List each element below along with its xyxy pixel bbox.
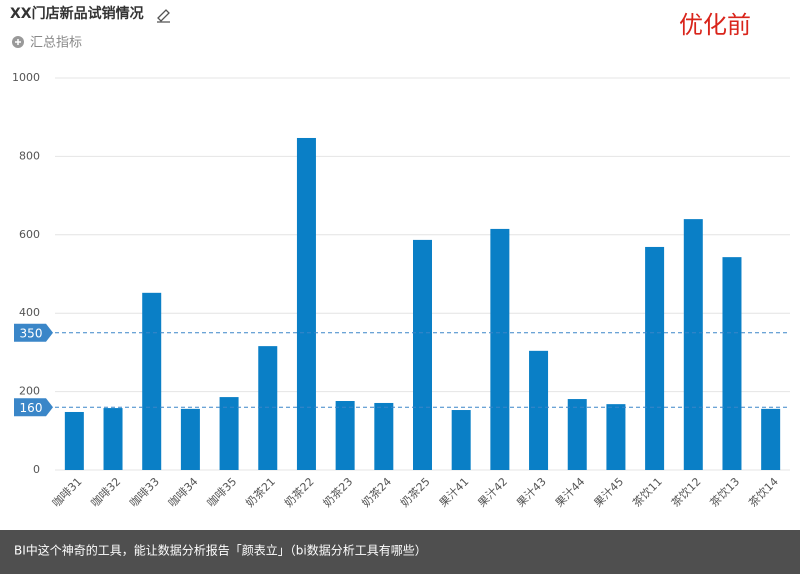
bar: [606, 404, 626, 470]
bar: [490, 228, 510, 470]
bar: [761, 408, 781, 470]
bar: [529, 350, 549, 470]
y-tick-label: 0: [33, 463, 40, 476]
bar: [413, 239, 432, 470]
y-tick-label: 600: [19, 228, 40, 241]
chart-title: XX门店新品试销情况: [10, 5, 144, 22]
bar: [296, 137, 316, 470]
bar: [722, 257, 742, 470]
badge: 优化前: [679, 11, 751, 39]
bar: [103, 408, 123, 470]
caption-band: [0, 530, 800, 574]
reference-label-box: [14, 323, 53, 342]
caption: BI中这个神奇的工具，能让数据分析报告「颜表立」（bi数据分析工具有哪些）: [14, 543, 427, 558]
bar: [451, 410, 471, 470]
bar: [180, 408, 200, 470]
add-icon-plus: [15, 39, 21, 45]
bar: [142, 292, 162, 470]
reference-label: 350: [20, 326, 43, 340]
reference-label-box: [14, 398, 53, 417]
bar: [645, 246, 665, 470]
bar: [64, 411, 84, 470]
y-tick-label: 200: [19, 385, 40, 398]
summary-button[interactable]: 汇总指标: [30, 36, 82, 51]
bar: [335, 401, 355, 470]
y-tick-label: 400: [19, 306, 40, 319]
y-tick-label: 1000: [12, 71, 40, 84]
bar: [258, 346, 278, 470]
edit-icon[interactable]: [157, 9, 170, 23]
bar: [219, 397, 239, 470]
y-tick-label: 800: [19, 149, 40, 162]
reference-label: 160: [20, 401, 43, 415]
bar: [683, 219, 703, 470]
bar: [374, 402, 394, 470]
bar: [567, 399, 587, 470]
